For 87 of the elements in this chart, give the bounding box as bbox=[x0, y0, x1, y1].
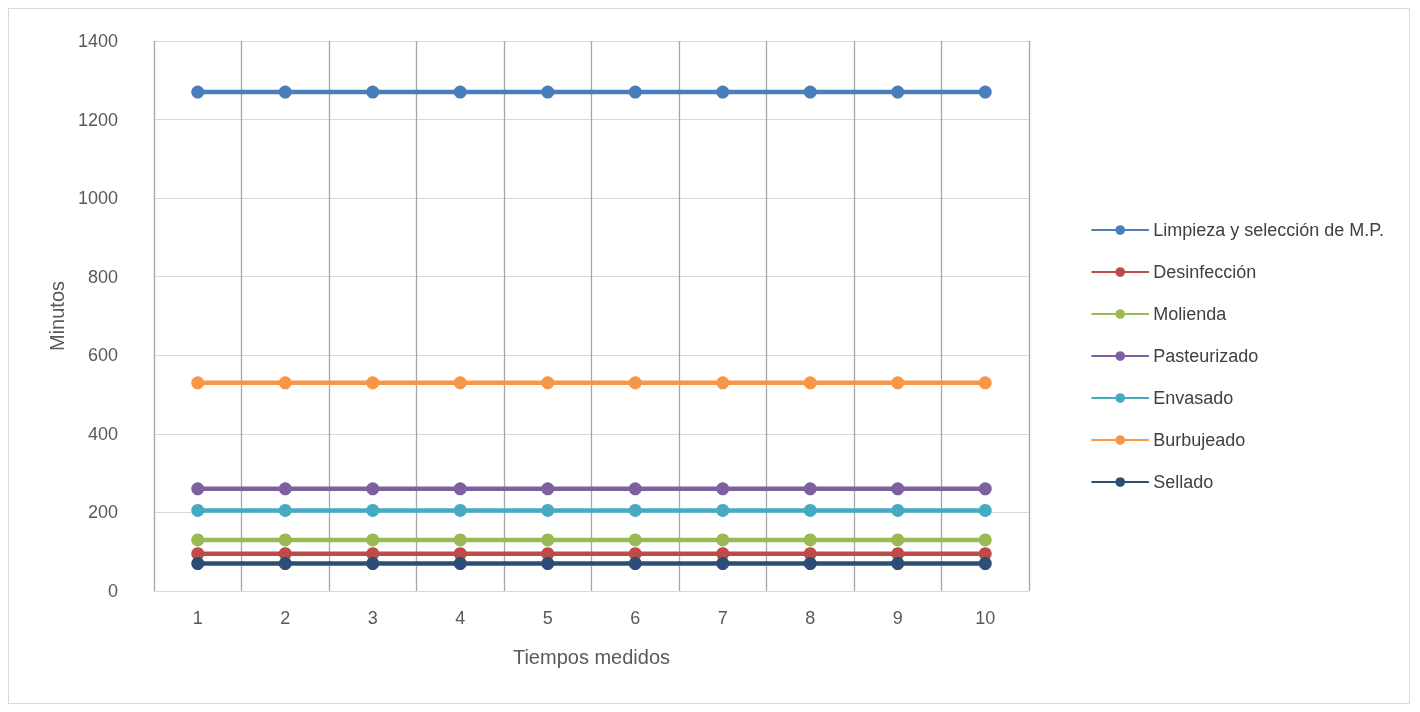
legend-label: Sellado bbox=[1153, 472, 1214, 492]
point bbox=[366, 482, 380, 496]
point bbox=[541, 557, 555, 570]
point bbox=[628, 85, 642, 99]
point bbox=[891, 482, 905, 496]
point bbox=[803, 533, 817, 547]
x-tick-label: 4 bbox=[455, 608, 466, 628]
legend-label: Limpieza y selección de M.P. bbox=[1153, 220, 1385, 240]
y-tick-label: 1200 bbox=[77, 109, 118, 130]
point bbox=[803, 85, 817, 99]
point bbox=[978, 557, 992, 570]
point bbox=[716, 503, 730, 517]
point bbox=[978, 533, 992, 547]
x-tick-label: 8 bbox=[805, 608, 816, 628]
x-tick-label: 5 bbox=[542, 608, 553, 628]
point bbox=[628, 482, 642, 496]
point bbox=[191, 503, 205, 517]
point bbox=[541, 503, 555, 517]
x-tick-label: 7 bbox=[717, 608, 728, 628]
point bbox=[978, 482, 992, 496]
y-tick-label: 200 bbox=[87, 502, 118, 523]
point bbox=[541, 376, 555, 390]
y-tick-label: 400 bbox=[87, 423, 118, 444]
point bbox=[628, 503, 642, 517]
point bbox=[803, 557, 817, 570]
point bbox=[803, 482, 817, 496]
legend-label: Burbujeado bbox=[1153, 430, 1246, 450]
point bbox=[891, 85, 905, 99]
point bbox=[803, 503, 817, 517]
x-tick-label: 1 bbox=[192, 608, 203, 628]
point bbox=[191, 85, 205, 99]
y-tick-label: 1000 bbox=[77, 188, 118, 209]
point bbox=[541, 533, 555, 547]
point bbox=[978, 503, 992, 517]
point bbox=[278, 85, 292, 99]
point bbox=[891, 503, 905, 517]
legend-label: Molienda bbox=[1153, 304, 1228, 324]
point bbox=[716, 533, 730, 547]
point bbox=[978, 376, 992, 390]
y-tick-label: 600 bbox=[87, 345, 118, 366]
point bbox=[366, 533, 380, 547]
point bbox=[191, 376, 205, 390]
point bbox=[978, 85, 992, 99]
point bbox=[366, 85, 380, 99]
point bbox=[453, 557, 467, 570]
point bbox=[278, 482, 292, 496]
legend-label: Envasado bbox=[1153, 388, 1234, 408]
point bbox=[366, 376, 380, 390]
y-tick-label: 800 bbox=[87, 266, 118, 287]
y-tick-label: 1400 bbox=[77, 31, 118, 51]
point bbox=[278, 503, 292, 517]
point bbox=[716, 85, 730, 99]
point bbox=[628, 557, 642, 570]
point bbox=[628, 533, 642, 547]
point bbox=[716, 376, 730, 390]
x-tick-label: 9 bbox=[892, 608, 903, 628]
x-axis-title: Tiempos medidos bbox=[512, 646, 671, 668]
point bbox=[278, 376, 292, 390]
x-tick-label: 2 bbox=[280, 608, 291, 628]
point bbox=[891, 557, 905, 570]
point bbox=[191, 482, 205, 496]
point bbox=[716, 482, 730, 496]
point bbox=[891, 533, 905, 547]
point bbox=[366, 557, 380, 570]
point bbox=[453, 376, 467, 390]
point bbox=[453, 482, 467, 496]
point bbox=[366, 503, 380, 517]
x-tick-label: 3 bbox=[367, 608, 378, 628]
point bbox=[891, 376, 905, 390]
point bbox=[803, 376, 817, 390]
point bbox=[453, 85, 467, 99]
point bbox=[453, 503, 467, 517]
legend-label: Desinfección bbox=[1153, 262, 1257, 282]
point bbox=[628, 376, 642, 390]
point bbox=[191, 557, 205, 570]
point bbox=[453, 533, 467, 547]
legend-label: Pasteurizado bbox=[1153, 346, 1259, 366]
y-tick-label: 0 bbox=[107, 581, 118, 601]
point bbox=[541, 482, 555, 496]
point bbox=[716, 557, 730, 570]
x-tick-label: 6 bbox=[630, 608, 641, 628]
point bbox=[278, 533, 292, 547]
point bbox=[278, 557, 292, 570]
y-axis-title: Minutos bbox=[46, 280, 69, 352]
point bbox=[541, 85, 555, 99]
point bbox=[191, 533, 205, 547]
x-tick-label: 10 bbox=[975, 608, 996, 628]
